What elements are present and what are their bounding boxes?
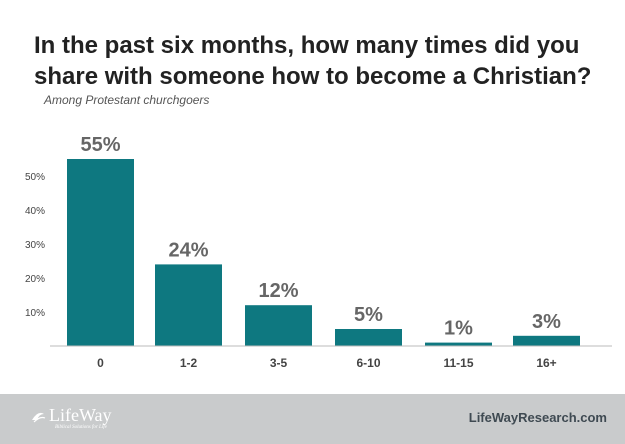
y-tick-label: 10% <box>25 308 45 319</box>
x-category-label: 11-15 <box>443 356 473 370</box>
y-axis: 10% 20% 30% 40% 50% <box>25 172 45 319</box>
bars <box>67 159 580 346</box>
footer: LifeWay Biblical Solutions for Life Life… <box>0 394 625 444</box>
bar-value-label: 12% <box>258 280 298 302</box>
website-link[interactable]: LifeWayResearch.com <box>468 410 607 425</box>
bar-value-label: 55% <box>80 134 120 156</box>
bar <box>513 335 580 346</box>
x-category-label: 3-5 <box>270 356 288 370</box>
bar <box>425 342 492 346</box>
bar-value-label: 1% <box>444 318 473 340</box>
logo-tagline: Biblical Solutions for Life <box>55 425 107 430</box>
chart-subtitle: Among Protestant churchgoers <box>44 93 210 107</box>
x-category-label: 0 <box>97 356 104 370</box>
y-tick-label: 20% <box>25 274 45 285</box>
bar <box>335 329 402 346</box>
bar <box>67 159 134 346</box>
x-category-label: 1-2 <box>180 356 198 370</box>
y-tick-label: 40% <box>25 206 45 217</box>
bar <box>155 264 222 346</box>
logo-wordmark: LifeWay <box>49 405 112 425</box>
x-category-label: 6-10 <box>356 356 380 370</box>
x-category-label: 16+ <box>536 356 556 370</box>
y-tick-label: 50% <box>25 172 45 183</box>
lifeway-mark-icon <box>32 412 46 423</box>
bar-value-label: 5% <box>354 304 383 326</box>
y-tick-label: 30% <box>25 240 45 251</box>
bar-value-label: 3% <box>532 311 561 333</box>
bar-value-label: 24% <box>168 239 208 261</box>
chart-title: In the past six months, how many times d… <box>34 32 592 90</box>
x-axis: 0 1-2 3-5 6-10 11-15 16+ <box>50 345 612 370</box>
data-labels: 55% 24% 12% 5% 1% 3% <box>80 134 561 340</box>
lifeway-logo[interactable]: LifeWay Biblical Solutions for Life <box>30 406 112 431</box>
bar-chart: 10% 20% 30% 40% 50% 55% 24% 12% 5% 1% 3% 0 1-2 3-5 6… <box>25 134 612 370</box>
bar <box>245 305 312 346</box>
